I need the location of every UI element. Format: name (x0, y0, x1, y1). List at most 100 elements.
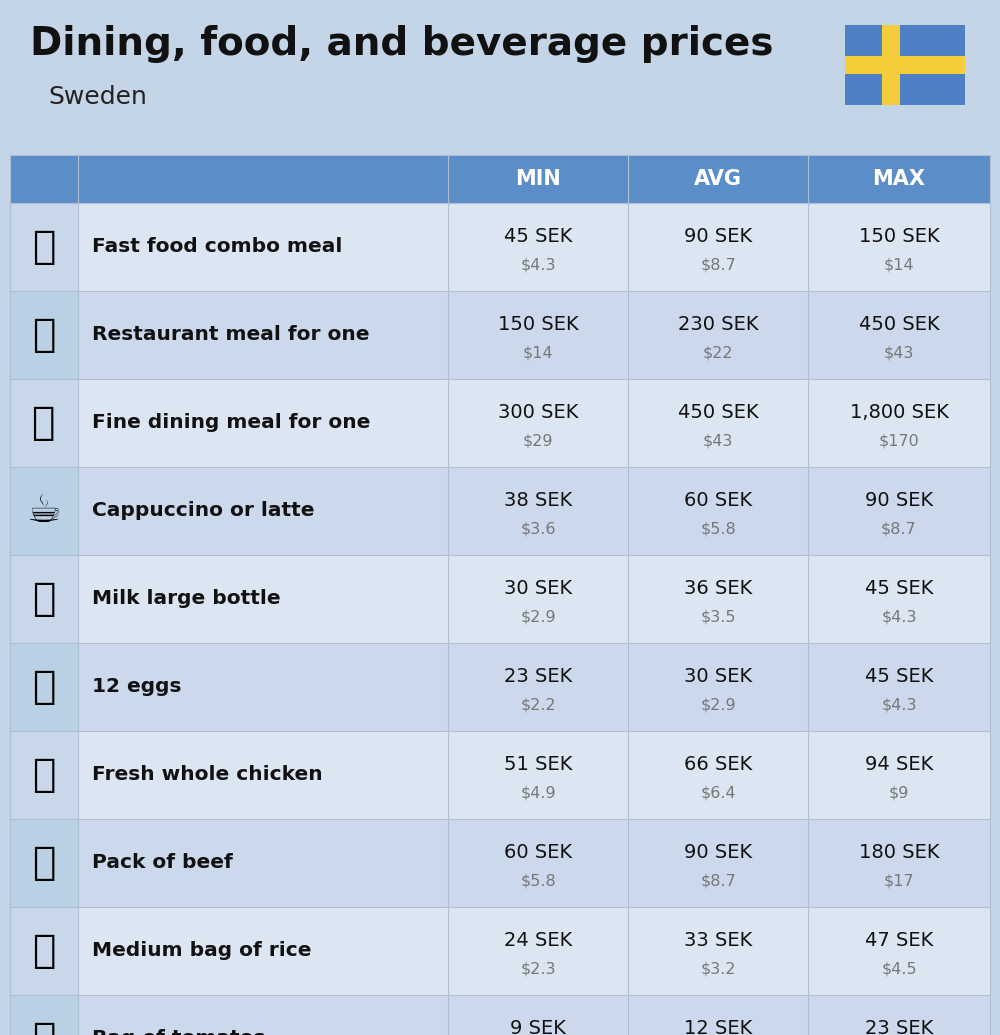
Text: $3.2: $3.2 (700, 962, 736, 976)
Bar (10, 907, 78, 995)
Text: $4.3: $4.3 (881, 610, 917, 624)
Bar (78, 555, 448, 643)
Text: 12 eggs: 12 eggs (92, 678, 182, 697)
Bar (628, 203, 808, 291)
Text: 45 SEK: 45 SEK (865, 668, 933, 686)
Text: Pack of beef: Pack of beef (92, 854, 233, 873)
Text: 23 SEK: 23 SEK (865, 1019, 933, 1035)
Bar (10, 203, 78, 291)
Text: $2.2: $2.2 (520, 698, 556, 712)
Bar (78, 467, 448, 555)
Text: 🥩: 🥩 (32, 844, 56, 882)
Bar (78, 643, 448, 731)
Text: $14: $14 (884, 258, 914, 272)
Text: 🍽️: 🍽️ (32, 404, 56, 442)
Text: Medium bag of rice: Medium bag of rice (92, 942, 312, 960)
Bar (808, 379, 990, 467)
Text: 60 SEK: 60 SEK (684, 492, 752, 510)
Bar (78, 379, 448, 467)
Text: 🍚: 🍚 (32, 932, 56, 970)
Bar (628, 819, 808, 907)
Text: 51 SEK: 51 SEK (504, 756, 572, 774)
Text: $4.5: $4.5 (881, 962, 917, 976)
Text: 30 SEK: 30 SEK (684, 668, 752, 686)
Text: 90 SEK: 90 SEK (865, 492, 933, 510)
Bar (10, 643, 78, 731)
Text: 🍳: 🍳 (32, 316, 56, 354)
Text: ☕: ☕ (27, 492, 61, 530)
Bar (10, 731, 78, 819)
Bar (628, 643, 808, 731)
Text: $170: $170 (879, 434, 919, 448)
Text: 45 SEK: 45 SEK (504, 228, 572, 246)
Bar (0, 0, 1000, 155)
Text: 30 SEK: 30 SEK (504, 580, 572, 598)
Text: $2.9: $2.9 (700, 698, 736, 712)
Bar (448, 731, 628, 819)
Text: $5.8: $5.8 (520, 874, 556, 888)
Text: 90 SEK: 90 SEK (684, 844, 752, 862)
Bar (628, 155, 808, 203)
Text: AVG: AVG (694, 169, 742, 189)
Text: Sweden: Sweden (48, 85, 147, 109)
Text: 230 SEK: 230 SEK (678, 316, 758, 334)
Text: Fresh whole chicken: Fresh whole chicken (92, 766, 323, 785)
Text: $6.4: $6.4 (700, 786, 736, 800)
Text: $9: $9 (889, 786, 909, 800)
Text: Restaurant meal for one: Restaurant meal for one (92, 325, 370, 345)
Text: 180 SEK: 180 SEK (859, 844, 939, 862)
Text: 33 SEK: 33 SEK (684, 932, 752, 950)
Bar (448, 907, 628, 995)
Bar (628, 555, 808, 643)
Text: 36 SEK: 36 SEK (684, 580, 752, 598)
Text: $4.3: $4.3 (520, 258, 556, 272)
Text: Milk large bottle: Milk large bottle (92, 590, 281, 609)
Text: 38 SEK: 38 SEK (504, 492, 572, 510)
Bar (448, 643, 628, 731)
Bar (10, 467, 78, 555)
Text: 🥚: 🥚 (32, 668, 56, 706)
Text: $3.6: $3.6 (520, 522, 556, 536)
Bar (10, 819, 78, 907)
Bar (10, 555, 78, 643)
Text: 1,800 SEK: 1,800 SEK (850, 404, 948, 422)
Bar (78, 155, 448, 203)
Text: 60 SEK: 60 SEK (504, 844, 572, 862)
Bar (78, 731, 448, 819)
Text: 450 SEK: 450 SEK (678, 404, 758, 422)
Bar (808, 907, 990, 995)
Text: $43: $43 (703, 434, 733, 448)
Text: 23 SEK: 23 SEK (504, 668, 572, 686)
Text: $4.3: $4.3 (881, 698, 917, 712)
Bar (10, 995, 78, 1035)
Bar (10, 291, 78, 379)
Text: 24 SEK: 24 SEK (504, 932, 572, 950)
Bar (808, 643, 990, 731)
Text: 94 SEK: 94 SEK (865, 756, 933, 774)
Text: $5.8: $5.8 (700, 522, 736, 536)
Text: 9 SEK: 9 SEK (510, 1019, 566, 1035)
Text: 90 SEK: 90 SEK (684, 228, 752, 246)
Text: $4.9: $4.9 (520, 786, 556, 800)
Text: MAX: MAX (872, 169, 926, 189)
Bar (448, 379, 628, 467)
Bar (808, 995, 990, 1035)
Text: Fast food combo meal: Fast food combo meal (92, 237, 342, 257)
Bar (882, 25, 900, 105)
Text: $8.7: $8.7 (700, 874, 736, 888)
Text: $2.3: $2.3 (520, 962, 556, 976)
Text: $2.9: $2.9 (520, 610, 556, 624)
Bar (845, 56, 965, 73)
Bar (808, 819, 990, 907)
Text: 12 SEK: 12 SEK (684, 1019, 752, 1035)
Bar (78, 907, 448, 995)
Text: 🍅: 🍅 (32, 1021, 56, 1035)
Text: $8.7: $8.7 (700, 258, 736, 272)
Bar (808, 731, 990, 819)
Bar (845, 25, 965, 105)
Text: $22: $22 (703, 346, 733, 360)
Bar (628, 379, 808, 467)
Text: $29: $29 (523, 434, 553, 448)
Bar (808, 203, 990, 291)
Bar (628, 291, 808, 379)
